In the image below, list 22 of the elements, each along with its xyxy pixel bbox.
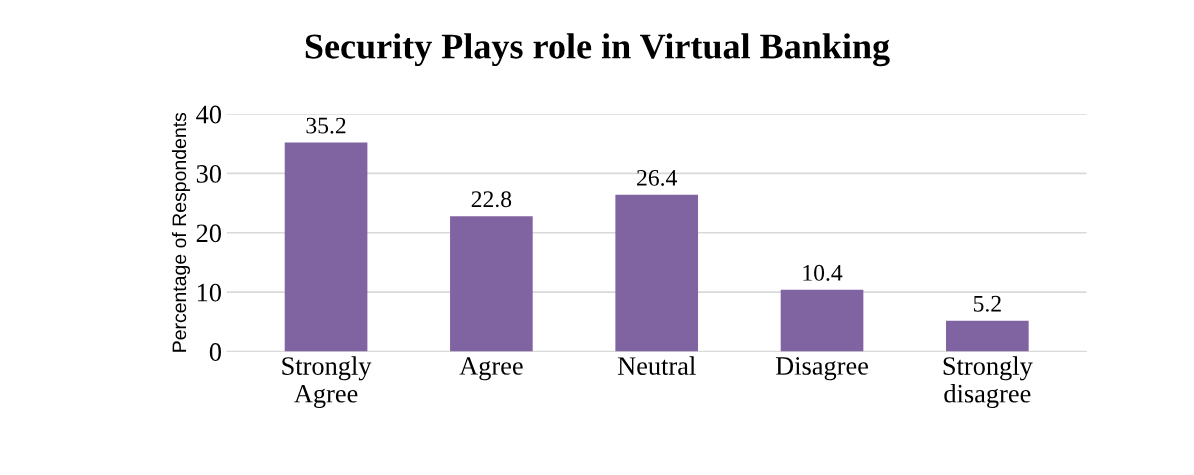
bar <box>284 142 368 352</box>
x-tick-label: Disagree <box>775 357 868 381</box>
data-label: 35.2 <box>306 117 346 134</box>
data-label: 26.4 <box>637 169 677 186</box>
y-tick-label: 20 <box>196 224 221 243</box>
y-tick-label: 30 <box>196 164 221 183</box>
x-tick-label: Neutral <box>617 356 696 375</box>
bar <box>946 320 1029 352</box>
data-label: 5.2 <box>973 295 1001 312</box>
bar <box>780 289 864 352</box>
chart-title: Security Plays role in Virtual Banking <box>305 33 890 67</box>
x-tick-label: Strongly Agree <box>282 356 372 409</box>
y-tick-label: 40 <box>196 105 221 124</box>
y-tick-label: 0 <box>209 343 221 361</box>
bar <box>450 216 533 352</box>
y-tick-label: 10 <box>197 283 221 302</box>
data-label: 22.8 <box>471 191 512 208</box>
data-label: 10.4 <box>803 264 843 281</box>
x-tick-label: Strongly disagree <box>943 356 1033 409</box>
y-axis-title: Percentage of Respondents <box>171 112 191 352</box>
bar <box>615 194 699 352</box>
x-tick-label: Agree <box>459 357 523 381</box>
